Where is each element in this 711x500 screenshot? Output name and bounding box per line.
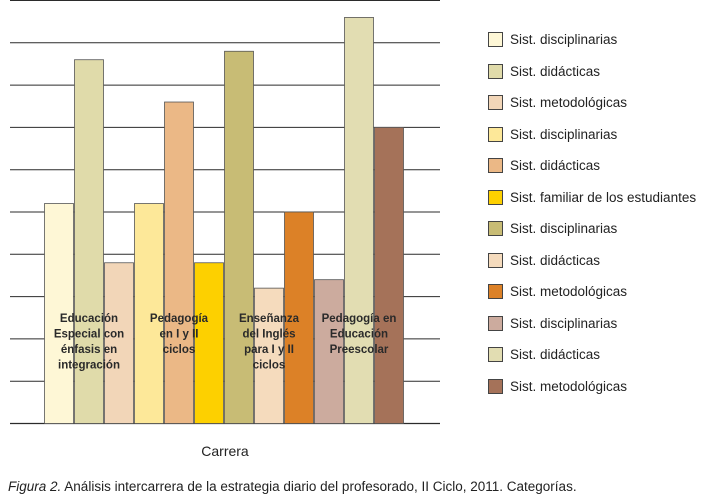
legend-swatch bbox=[488, 378, 503, 394]
legend-item: Sist. disciplinarias bbox=[488, 213, 696, 245]
bar bbox=[314, 279, 344, 424]
category-label: integración bbox=[58, 360, 120, 372]
caption-text: Análisis intercarrera de la estrategia d… bbox=[64, 479, 577, 494]
legend-label: Sist. disciplinarias bbox=[510, 221, 618, 237]
bar bbox=[284, 211, 314, 424]
legend-label: Sist. metodológicas bbox=[510, 95, 628, 111]
legend-swatch bbox=[488, 252, 503, 268]
category-label: ciclos bbox=[253, 360, 286, 372]
bars bbox=[44, 17, 404, 424]
x-axis-label: Carrera bbox=[201, 443, 249, 459]
legend-swatch bbox=[488, 347, 503, 363]
category-labels: Educación Especial con énfasis en integraci… bbox=[54, 313, 397, 372]
legend-swatch bbox=[488, 63, 503, 79]
legend-item: Sist. metodológicas bbox=[488, 87, 696, 119]
bar bbox=[134, 203, 164, 424]
legend-label: Sist. metodológicas bbox=[510, 378, 628, 394]
bar bbox=[44, 203, 74, 424]
legend-swatch bbox=[488, 158, 503, 174]
legend-label: Sist. familiar de los estudiantes bbox=[510, 189, 697, 205]
legend-item: Sist. didácticas bbox=[488, 245, 696, 277]
legend-item: Sist. didácticas bbox=[488, 339, 696, 371]
bar bbox=[374, 127, 404, 424]
legend-item: Sist. didácticas bbox=[488, 150, 696, 182]
legend-item: Sist. metodológicas bbox=[488, 371, 696, 403]
bar bbox=[164, 101, 194, 424]
figure-caption: Figura 2. Análisis intercarrera de la es… bbox=[8, 479, 577, 494]
category-label: Preescolar bbox=[330, 344, 389, 356]
category-label: Enseñanza bbox=[239, 313, 300, 325]
category-label: Educación bbox=[60, 313, 118, 325]
legend-label: Sist. metodológicas bbox=[510, 284, 628, 300]
legend-label: Sist. didácticas bbox=[510, 347, 601, 363]
legend-item: Sist. disciplinarias bbox=[488, 24, 696, 56]
bar bbox=[254, 287, 284, 424]
legend: Sist. disciplinarias Sist. didácticas Sist… bbox=[488, 24, 696, 402]
legend-swatch bbox=[488, 189, 503, 205]
bar bbox=[344, 17, 374, 424]
category-label: ciclos bbox=[163, 344, 196, 356]
legend-label: Sist. didácticas bbox=[510, 63, 601, 79]
bar bbox=[194, 262, 224, 424]
category-label: en I y II bbox=[160, 329, 199, 341]
category-label: Especial con bbox=[54, 329, 124, 341]
category-label: Pedagogía en bbox=[322, 313, 397, 325]
legend-item: Sist. didácticas bbox=[488, 56, 696, 88]
caption-figure-number: Figura 2. bbox=[8, 479, 62, 494]
category-label: para I y II bbox=[244, 344, 294, 356]
category-label: Pedagogía bbox=[150, 313, 209, 325]
bar bbox=[74, 59, 104, 424]
legend-label: Sist. didácticas bbox=[510, 252, 601, 268]
bar bbox=[224, 50, 254, 424]
category-label: Educación bbox=[330, 329, 388, 341]
legend-label: Sist. didácticas bbox=[510, 158, 601, 174]
bar bbox=[104, 262, 134, 424]
legend-item: Sist. disciplinarias bbox=[488, 308, 696, 340]
legend-label: Sist. disciplinarias bbox=[510, 315, 618, 331]
legend-swatch bbox=[488, 284, 503, 300]
category-label: énfasis en bbox=[61, 344, 117, 356]
legend-item: Sist. metodológicas bbox=[488, 276, 696, 308]
legend-item: Sist. disciplinarias bbox=[488, 119, 696, 151]
category-label: del Inglés bbox=[242, 329, 295, 341]
legend-label: Sist. disciplinarias bbox=[510, 32, 618, 48]
legend-label: Sist. disciplinarias bbox=[510, 126, 618, 142]
legend-swatch bbox=[488, 315, 503, 331]
legend-item: Sist. familiar de los estudiantes bbox=[488, 182, 696, 214]
legend-swatch bbox=[488, 95, 503, 111]
legend-swatch bbox=[488, 221, 503, 237]
legend-swatch bbox=[488, 126, 503, 142]
legend-swatch bbox=[488, 32, 503, 48]
